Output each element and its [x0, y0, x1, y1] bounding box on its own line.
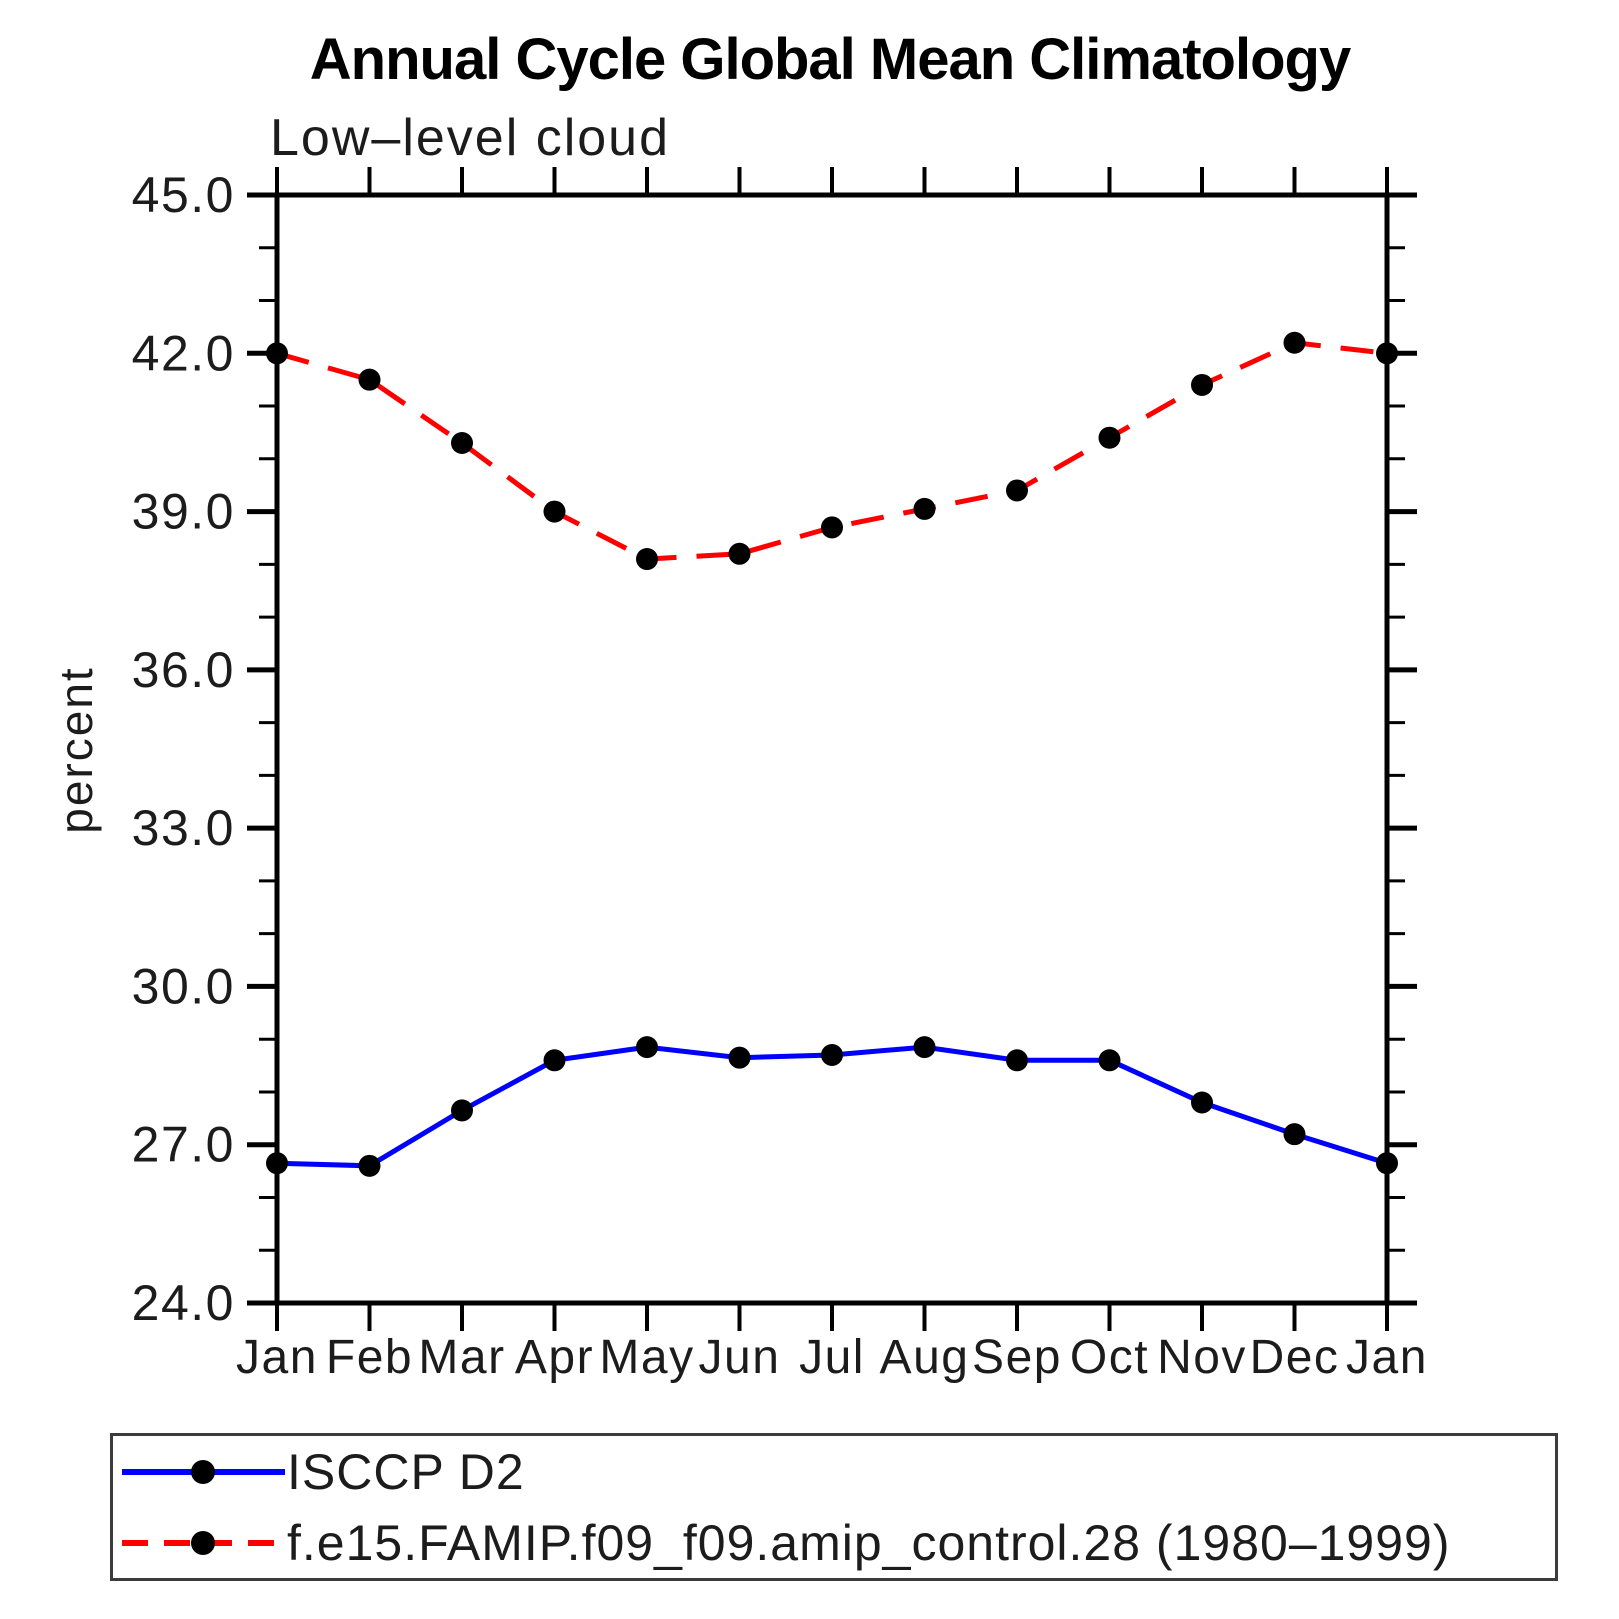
legend-row-isccp: ISCCP D2 [117, 1438, 1555, 1506]
x-tick-label: Mar [418, 1331, 505, 1384]
data-point [636, 548, 658, 571]
data-point [543, 1049, 566, 1072]
y-tick-label: 27.0 [132, 1117, 235, 1173]
legend-label-model: f.e15.FAMIP.f09_f09.amip_control.28 (198… [287, 1514, 1451, 1571]
legend-row-model: f.e15.FAMIP.f09_f09.amip_control.28 (198… [117, 1509, 1555, 1577]
data-point [1376, 342, 1398, 365]
x-tick-label: Jan [236, 1331, 318, 1384]
data-point [821, 516, 843, 539]
data-point [543, 500, 566, 523]
x-tick-label: Aug [880, 1331, 970, 1384]
y-tick-label: 39.0 [132, 484, 235, 540]
y-tick-label: 33.0 [132, 800, 235, 856]
data-point [1191, 1091, 1213, 1114]
x-tick-label: Oct [1070, 1331, 1149, 1384]
x-tick-label: Feb [326, 1331, 413, 1384]
legend: ISCCP D2 f.e15.FAMIP.f09_f09.amip_contro… [110, 1433, 1558, 1581]
x-tick-label: Jun [699, 1331, 781, 1384]
data-point [451, 1099, 473, 1122]
chart-subtitle: Low–level cloud [270, 109, 671, 167]
x-tick-label: May [599, 1331, 694, 1384]
data-point [728, 542, 751, 565]
x-tick-label: Nov [1157, 1331, 1247, 1384]
data-point [636, 1036, 658, 1059]
data-point [451, 431, 473, 454]
data-point [1098, 426, 1121, 449]
data-point [821, 1044, 843, 1067]
data-point [358, 1154, 381, 1177]
x-tick-label: Dec [1250, 1331, 1340, 1384]
chart-title: Annual Cycle Global Mean Climatology [309, 27, 1351, 92]
legend-label-isccp: ISCCP D2 [287, 1443, 525, 1500]
data-point [1006, 479, 1028, 502]
y-tick-label: 42.0 [132, 325, 235, 381]
data-point [1006, 1049, 1028, 1072]
data-point [266, 342, 288, 365]
data-point [1098, 1049, 1121, 1072]
data-point [1376, 1152, 1398, 1175]
y-tick-label: 36.0 [132, 642, 235, 698]
y-tick-label: 45.0 [132, 167, 235, 223]
data-point [1191, 373, 1213, 396]
x-tick-label: Apr [515, 1331, 594, 1384]
data-point [266, 1152, 288, 1175]
data-point [913, 497, 936, 520]
data-point [728, 1046, 751, 1069]
x-tick-label: Jan [1346, 1331, 1428, 1384]
data-point [1283, 1123, 1306, 1146]
data-point [358, 368, 381, 391]
data-point [1283, 331, 1306, 354]
y-tick-label: 24.0 [132, 1275, 235, 1331]
legend-line-sample-solid [122, 1459, 285, 1484]
y-tick-label: 30.0 [132, 958, 235, 1014]
x-tick-label: Sep [972, 1331, 1062, 1384]
legend-line-sample-dashed [122, 1530, 285, 1555]
x-tick-label: Jul [799, 1331, 865, 1384]
plot-frame [274, 192, 1390, 1306]
data-point [913, 1036, 936, 1059]
